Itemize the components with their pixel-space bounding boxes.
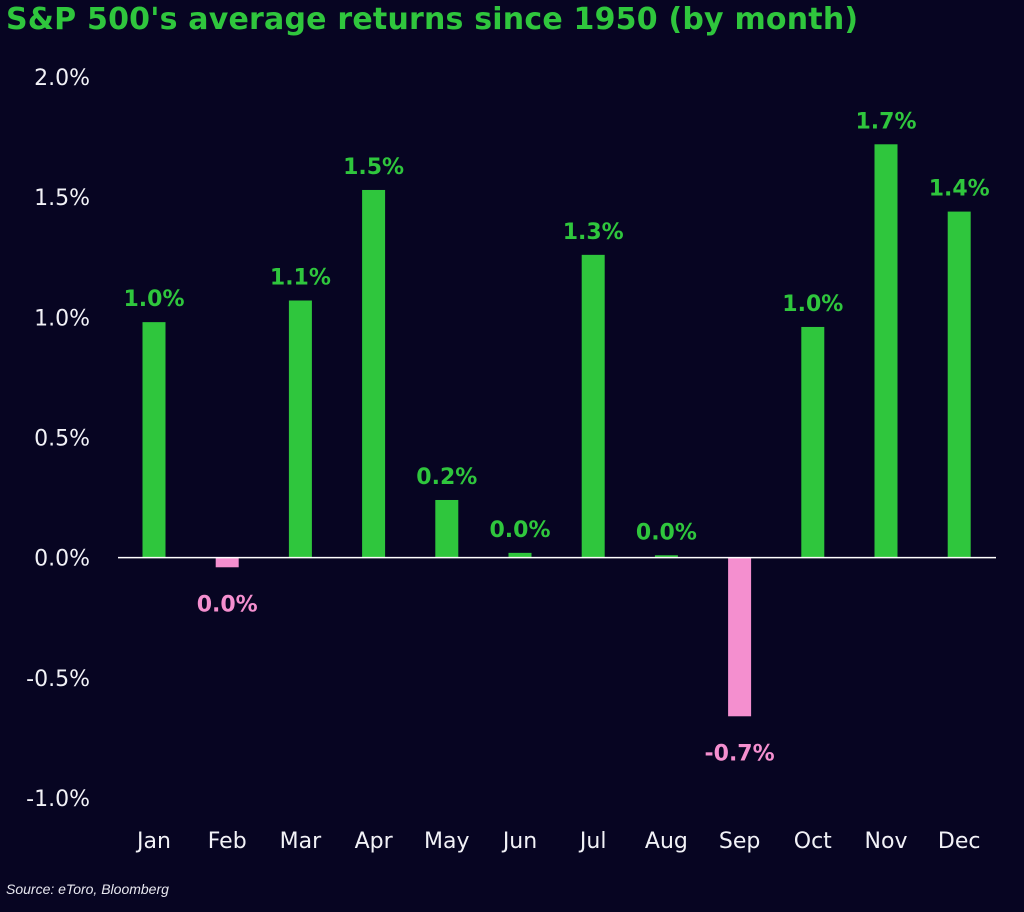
- x-tick-label: May: [424, 829, 469, 854]
- x-tick-label: Aug: [645, 829, 688, 854]
- data-label: 1.7%: [855, 109, 916, 134]
- data-label: 1.0%: [782, 292, 843, 317]
- chart-title: S&P 500's average returns since 1950 (by…: [6, 2, 859, 37]
- bar-may: [435, 499, 459, 558]
- bar-sep: [728, 557, 752, 717]
- source-note: Source: eToro, Bloomberg: [6, 881, 169, 897]
- x-tick-label: Jun: [501, 829, 537, 854]
- bar-jun: [508, 552, 532, 558]
- y-tick-label: 0.0%: [34, 547, 90, 572]
- data-label: 0.2%: [416, 465, 477, 490]
- data-label: 1.0%: [123, 287, 184, 312]
- data-label: 0.0%: [636, 520, 697, 545]
- bar-mar: [288, 300, 312, 558]
- bar-feb: [215, 557, 239, 568]
- data-label: 1.4%: [929, 177, 990, 202]
- x-tick-label: Apr: [355, 829, 394, 854]
- y-tick-label: 1.5%: [34, 186, 90, 211]
- y-tick-label: 2.0%: [34, 66, 90, 91]
- bar-aug: [654, 555, 678, 558]
- bar-jul: [581, 254, 605, 558]
- x-tick-label: Feb: [208, 829, 247, 854]
- x-tick-label: Nov: [865, 829, 908, 854]
- bar-nov: [874, 144, 898, 558]
- data-label: 0.0%: [197, 592, 258, 617]
- x-tick-label: Oct: [794, 829, 832, 854]
- data-label: 1.1%: [270, 266, 331, 291]
- bar-oct: [801, 326, 825, 558]
- y-tick-label: -0.5%: [26, 667, 90, 692]
- x-tick-label: Jul: [578, 829, 607, 854]
- bar-jan: [142, 322, 166, 558]
- x-tick-label: Sep: [719, 829, 760, 854]
- data-label: 1.5%: [343, 155, 404, 180]
- x-tick-label: Jan: [135, 829, 171, 854]
- bar-apr: [362, 189, 386, 558]
- x-tick-label: Mar: [280, 829, 322, 854]
- bar-dec: [947, 211, 971, 558]
- data-label: 0.0%: [489, 518, 550, 543]
- data-label: 1.3%: [563, 220, 624, 245]
- data-label: -0.7%: [705, 741, 775, 766]
- y-tick-label: 0.5%: [34, 427, 90, 452]
- x-tick-label: Dec: [938, 829, 981, 854]
- y-tick-label: -1.0%: [26, 787, 90, 812]
- y-tick-label: 1.0%: [34, 306, 90, 331]
